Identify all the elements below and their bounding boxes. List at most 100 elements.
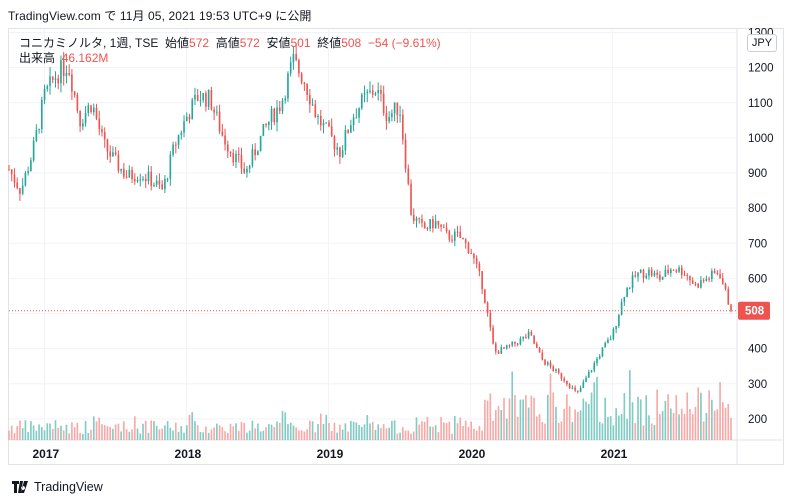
volume-bar bbox=[382, 424, 385, 440]
candle-body bbox=[571, 387, 574, 389]
candle-body bbox=[590, 370, 593, 372]
candle-body bbox=[232, 153, 235, 163]
candle-body bbox=[347, 130, 349, 133]
candle-body bbox=[404, 139, 407, 169]
candle-body bbox=[582, 381, 585, 388]
high-value: 572 bbox=[239, 36, 260, 50]
low-value: 501 bbox=[290, 36, 311, 50]
volume-bar bbox=[716, 409, 719, 440]
volume-bar bbox=[680, 408, 683, 440]
candle-body bbox=[317, 115, 319, 118]
volume-bar bbox=[546, 394, 549, 440]
candle-body bbox=[90, 105, 92, 113]
candle-body bbox=[557, 369, 560, 373]
candle-body bbox=[388, 117, 390, 122]
candle-body bbox=[642, 269, 645, 278]
volume-bar bbox=[549, 373, 552, 440]
volume-bar bbox=[363, 424, 366, 440]
volume-bar bbox=[8, 430, 10, 440]
volume-bar bbox=[568, 406, 571, 440]
candle-body bbox=[101, 129, 103, 133]
candle-body bbox=[237, 153, 240, 156]
volume-bar bbox=[667, 394, 669, 440]
volume-bar bbox=[719, 381, 721, 440]
volume-bar bbox=[653, 424, 656, 440]
volume-bar bbox=[708, 390, 710, 440]
volume-bar bbox=[560, 421, 563, 440]
volume-bar bbox=[144, 420, 147, 440]
candle-body bbox=[161, 184, 163, 190]
candle-body bbox=[139, 179, 142, 181]
volume-bar bbox=[596, 376, 598, 440]
volume-bar bbox=[65, 424, 68, 440]
candle-body bbox=[221, 131, 224, 136]
volume-bar bbox=[437, 432, 440, 440]
currency-button[interactable]: JPY bbox=[747, 34, 777, 52]
candle-body bbox=[229, 151, 232, 154]
volume-bar bbox=[645, 395, 648, 440]
volume-bar bbox=[103, 425, 106, 440]
candle-body bbox=[123, 168, 125, 177]
volume-bar bbox=[251, 420, 254, 440]
volume-bar bbox=[593, 382, 596, 440]
candle-body bbox=[136, 179, 139, 182]
candle-body bbox=[585, 377, 587, 382]
y-tick-label: 1200 bbox=[748, 63, 774, 75]
volume-bar bbox=[306, 429, 308, 440]
volume-bar bbox=[128, 431, 131, 440]
candle-body bbox=[648, 269, 650, 276]
candle-body bbox=[207, 90, 210, 107]
candle-body bbox=[180, 132, 183, 136]
candle-body bbox=[459, 231, 462, 238]
candle-body bbox=[434, 220, 437, 229]
volume-bar bbox=[254, 428, 256, 440]
volume-bar bbox=[232, 426, 235, 440]
volume-bar bbox=[311, 421, 314, 440]
candle-body bbox=[51, 76, 54, 80]
candle-body bbox=[133, 179, 136, 182]
volume-bar bbox=[32, 425, 35, 440]
volume-bar bbox=[492, 420, 494, 440]
candle-body bbox=[248, 165, 251, 169]
candle-body bbox=[62, 60, 65, 77]
candle-body bbox=[432, 218, 434, 229]
volume-bar bbox=[587, 404, 590, 440]
volume-bar bbox=[336, 432, 339, 440]
volume-bar bbox=[418, 424, 421, 440]
volume-bar bbox=[626, 418, 628, 440]
candle-body bbox=[484, 289, 486, 303]
candle-body bbox=[426, 228, 429, 230]
candle-body bbox=[27, 171, 29, 173]
symbol-label[interactable]: コニカミノルタ, 1週, TSE bbox=[19, 36, 159, 50]
volume-bar bbox=[123, 421, 125, 440]
volume-bar bbox=[237, 430, 240, 440]
volume-value: 46.162M bbox=[61, 51, 109, 65]
candle-body bbox=[226, 144, 229, 152]
volume-bar bbox=[344, 423, 347, 440]
volume-bar bbox=[292, 425, 295, 440]
candle-body bbox=[360, 94, 363, 109]
volume-bar bbox=[281, 411, 284, 440]
volume-bar bbox=[246, 432, 248, 440]
candle-body bbox=[57, 78, 60, 84]
y-tick-label: 1100 bbox=[748, 98, 773, 110]
candle-body bbox=[278, 107, 281, 112]
candle-body bbox=[385, 113, 388, 122]
volume-bar bbox=[432, 426, 434, 440]
candle-body bbox=[511, 341, 514, 346]
volume-bar bbox=[295, 427, 297, 440]
volume-bar bbox=[484, 399, 486, 440]
candle-body bbox=[377, 90, 380, 94]
volume-bar bbox=[434, 425, 437, 440]
candle-body bbox=[330, 126, 333, 137]
volume-bar bbox=[637, 396, 639, 440]
candle-body bbox=[423, 222, 426, 229]
candle-body bbox=[147, 171, 150, 182]
volume-bar bbox=[607, 416, 609, 440]
candle-body bbox=[243, 168, 246, 173]
candle-body bbox=[415, 218, 418, 222]
candle-body bbox=[199, 100, 202, 102]
candle-body bbox=[8, 169, 10, 171]
volume-bar bbox=[380, 428, 382, 440]
